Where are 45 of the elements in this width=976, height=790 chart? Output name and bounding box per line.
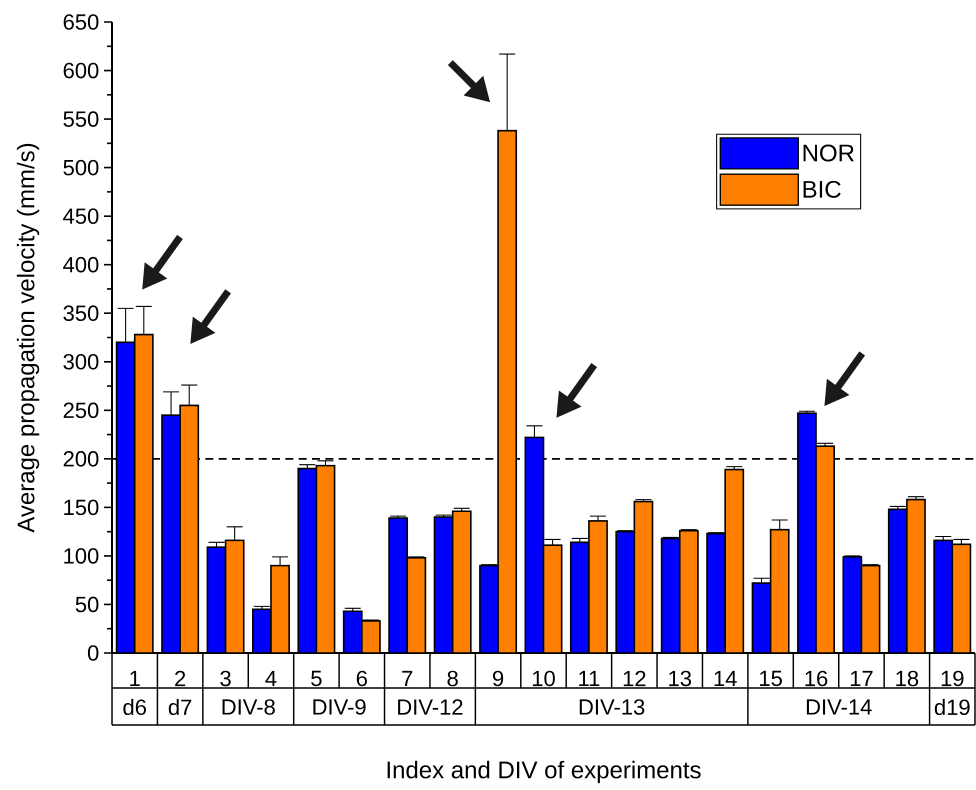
y-tick-label: 50 [76,596,98,612]
y-tick-label: 450 [63,208,98,224]
y-tick-label: 150 [64,500,98,516]
x-tick-label: 12 [624,670,646,686]
x-tick-label: 5 [311,670,322,686]
y-tick-label: 600 [64,62,98,78]
x-tick-label: 4 [265,670,276,686]
x-tick-label: 15 [760,670,782,686]
y-tick-label: 200 [64,451,98,467]
y-tick-label: 300 [63,354,98,370]
x-tick-label: 9 [492,670,504,686]
legend-label: BIC [804,180,841,198]
x-tick-label: 7 [402,670,412,686]
y-tick-label: 350 [63,305,98,322]
text: d7 [168,698,192,716]
text: d6 [123,698,146,716]
y-tick-label: 550 [63,111,98,127]
text: DIV-14 [806,699,872,715]
y-tick-label: 650 [64,14,98,30]
x-tick-label: 8 [448,670,458,686]
x-tick-label: 10 [532,670,555,686]
x-tick-label: 18 [896,670,918,686]
x-tick-label: 1 [130,670,140,686]
y-axis-title: Average propagation velocity (mm/s) [16,144,40,533]
x-tick-label: 19 [942,670,964,686]
x-tick-label: 16 [805,670,828,686]
x-tick-label: 14 [714,670,737,686]
y-tick-label: 0 [88,645,98,661]
y-tick-label: 500 [63,160,98,176]
text: d19 [934,698,970,716]
x-tick-label: 13 [669,670,692,686]
y-tick-label: 100 [64,548,98,564]
x-tick-label: 6 [356,670,367,686]
x-tick-label: 11 [579,670,600,686]
legend-label: NOR [804,144,854,162]
y-tick-label: 400 [63,256,98,272]
text: DIV-13 [580,699,644,715]
text: DIV-8 [222,699,275,715]
text: DIV-12 [398,699,462,715]
x-tick-label: 2 [175,670,186,686]
x-tick-label: 17 [850,670,873,686]
x-tick-label: 3 [220,670,231,686]
text: DIV-9 [313,699,366,715]
x-axis-title: Index and DIV of experiments [388,760,701,784]
y-tick-label: 250 [64,402,98,418]
